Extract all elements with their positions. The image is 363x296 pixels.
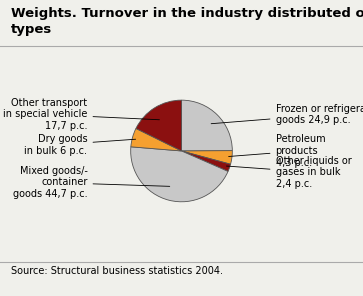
Wedge shape xyxy=(136,100,182,151)
Wedge shape xyxy=(131,128,182,151)
Text: Other liquids or
gases in bulk
2,4 p.c.: Other liquids or gases in bulk 2,4 p.c. xyxy=(227,156,351,189)
Text: Source: Structural business statistics 2004.: Source: Structural business statistics 2… xyxy=(11,266,223,276)
Text: Mixed goods/-
container
goods 44,7 p.c.: Mixed goods/- container goods 44,7 p.c. xyxy=(13,166,170,199)
Wedge shape xyxy=(182,100,232,151)
Text: Frozen or refrigerated
goods 24,9 p.c.: Frozen or refrigerated goods 24,9 p.c. xyxy=(211,104,363,125)
Text: Weights. Turnover in the industry distributed on freight
types: Weights. Turnover in the industry distri… xyxy=(11,7,363,36)
Text: Petroleum
products
4,3 p.c.: Petroleum products 4,3 p.c. xyxy=(229,134,325,168)
Wedge shape xyxy=(131,147,228,202)
Wedge shape xyxy=(182,151,232,164)
Text: Other transport
in special vehicle
17,7 p.c.: Other transport in special vehicle 17,7 … xyxy=(3,98,159,131)
Text: Dry goods
in bulk 6 p.c.: Dry goods in bulk 6 p.c. xyxy=(24,134,136,156)
Wedge shape xyxy=(182,151,231,171)
